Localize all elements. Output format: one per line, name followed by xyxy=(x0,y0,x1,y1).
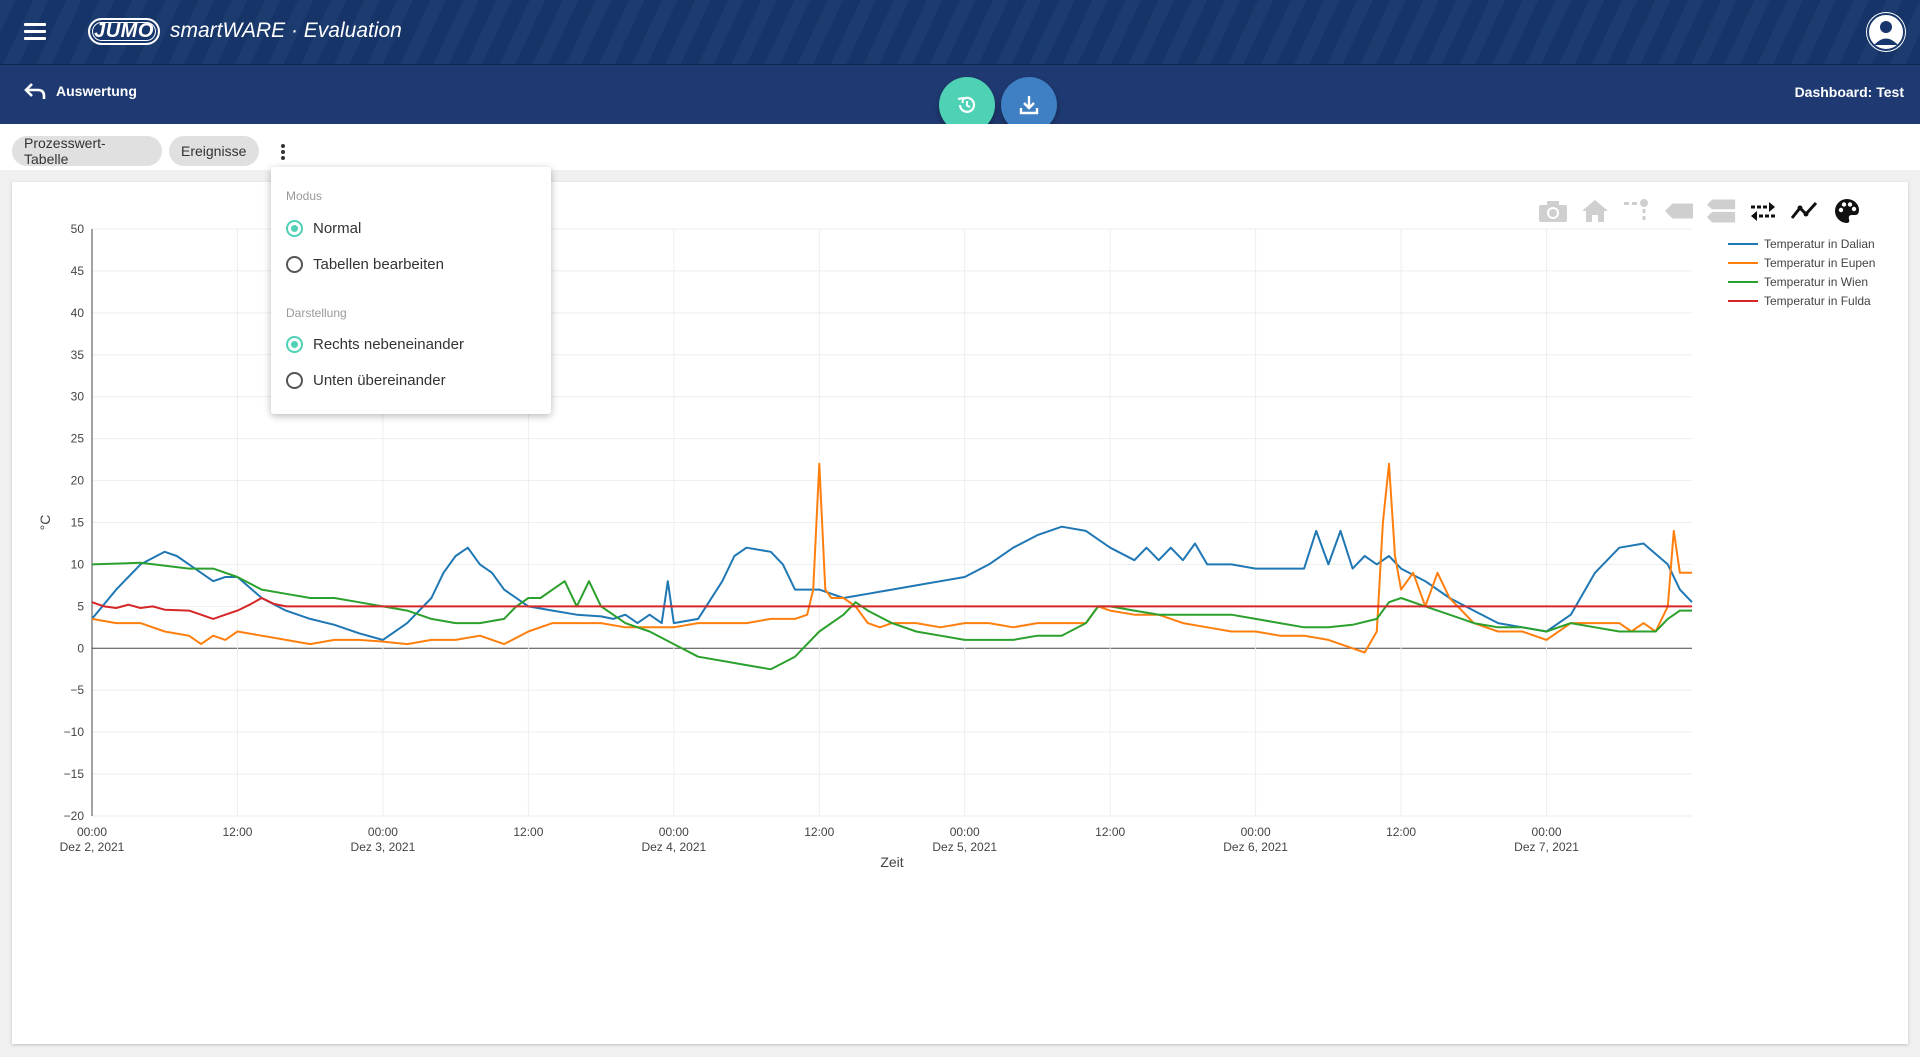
back-label: Auswertung xyxy=(56,83,137,99)
x-tick-label: 00:00 xyxy=(659,825,689,839)
x-tick-label: 00:00 xyxy=(950,825,980,839)
x-tick-date-label: Dez 4, 2021 xyxy=(641,840,706,854)
download-icon xyxy=(1019,96,1039,115)
x-tick-label: 00:00 xyxy=(1241,825,1271,839)
x-tick-date-label: Dez 3, 2021 xyxy=(351,840,416,854)
y-tick-label: −5 xyxy=(70,683,84,697)
back-button[interactable]: Auswertung xyxy=(24,82,137,100)
x-tick-label: 00:00 xyxy=(1532,825,1562,839)
x-tick-date-label: Dez 5, 2021 xyxy=(932,840,997,854)
line-chart: −20−15−10−50510152025303540455000:00Dez … xyxy=(37,222,1875,870)
x-axis-title: Zeit xyxy=(880,854,903,870)
radio-side-by-side[interactable]: Rechts nebeneinander xyxy=(286,332,464,356)
download-button[interactable] xyxy=(1001,77,1057,133)
y-tick-label: −20 xyxy=(64,809,85,823)
trend-line-icon[interactable] xyxy=(1790,196,1820,226)
y-axis-title: °C xyxy=(37,515,53,531)
more-options-icon[interactable] xyxy=(276,142,290,164)
menu-section-display: Darstellung xyxy=(286,306,347,320)
y-tick-label: 5 xyxy=(77,599,84,613)
y-tick-label: 20 xyxy=(71,474,85,488)
hover-compare-icon[interactable] xyxy=(1706,196,1736,226)
radio-edit-tables[interactable]: Tabellen bearbeiten xyxy=(286,252,444,276)
x-tick-label: 12:00 xyxy=(1095,825,1125,839)
y-tick-label: 0 xyxy=(77,641,84,655)
home-icon[interactable] xyxy=(1580,196,1610,226)
x-tick-date-label: Dez 7, 2021 xyxy=(1514,840,1579,854)
y-tick-label: 10 xyxy=(71,557,85,571)
radio-edit-tables-label: Tabellen bearbeiten xyxy=(313,255,444,273)
spike-lines-icon[interactable] xyxy=(1622,196,1652,226)
y-tick-label: 35 xyxy=(71,348,85,362)
legend-item: Temperatur in Dalian xyxy=(1764,237,1875,251)
x-tick-label: 12:00 xyxy=(1386,825,1416,839)
y-tick-label: −10 xyxy=(64,725,85,739)
tab-events[interactable]: Ereignisse xyxy=(169,136,259,166)
radio-normal-label: Normal xyxy=(313,219,362,237)
dashboard-title: Dashboard: Test xyxy=(1794,84,1904,100)
series-line-2 xyxy=(91,462,1692,654)
y-tick-label: 50 xyxy=(71,222,85,236)
x-tick-label: 12:00 xyxy=(804,825,834,839)
app-header: JUMO smartWARE · Evaluation xyxy=(0,0,1920,65)
back-arrow-icon xyxy=(24,83,46,99)
y-tick-label: 40 xyxy=(71,306,85,320)
app-title: smartWARE · Evaluation xyxy=(170,19,402,42)
history-icon xyxy=(957,96,976,113)
y-tick-label: 25 xyxy=(71,432,85,446)
hover-closest-icon[interactable] xyxy=(1664,196,1694,226)
legend-item: Temperatur in Fulda xyxy=(1764,294,1871,308)
menu-section-mode: Modus xyxy=(286,189,323,203)
brand-logo: JUMO xyxy=(88,18,160,45)
compare-arrows-icon[interactable] xyxy=(1748,196,1778,226)
legend-item: Temperatur in Eupen xyxy=(1764,256,1875,270)
tab-process-table[interactable]: Prozesswert-Tabelle xyxy=(12,135,162,167)
series-line-4 xyxy=(91,597,1692,620)
radio-stacked-label: Unten übereinander xyxy=(313,371,446,389)
legend-item: Temperatur in Wien xyxy=(1764,275,1868,289)
series-line-3 xyxy=(91,561,1692,671)
x-tick-label: 12:00 xyxy=(222,825,252,839)
radio-stacked[interactable]: Unten übereinander xyxy=(286,368,446,392)
x-tick-date-label: Dez 2, 2021 xyxy=(60,840,125,854)
x-tick-date-label: Dez 6, 2021 xyxy=(1223,840,1288,854)
radio-checked-icon xyxy=(286,335,303,353)
radio-unchecked-icon xyxy=(286,371,303,389)
chart-modebar xyxy=(1538,196,1862,226)
y-tick-label: 30 xyxy=(71,390,85,404)
palette-icon[interactable] xyxy=(1832,196,1862,226)
tab-row: Prozesswert-Tabelle Ereignisse xyxy=(0,124,1920,170)
menu-icon[interactable] xyxy=(22,20,48,44)
x-tick-label: 00:00 xyxy=(368,825,398,839)
radio-unchecked-icon xyxy=(286,255,303,273)
user-avatar-icon[interactable] xyxy=(1866,12,1906,52)
x-tick-label: 00:00 xyxy=(77,825,107,839)
radio-side-by-side-label: Rechts nebeneinander xyxy=(313,335,464,353)
y-tick-label: 45 xyxy=(71,264,85,278)
radio-checked-icon xyxy=(286,219,303,237)
camera-icon[interactable] xyxy=(1538,196,1568,226)
x-tick-label: 12:00 xyxy=(513,825,543,839)
history-button[interactable] xyxy=(939,77,995,133)
options-menu: Modus Normal Tabellen bearbeiten Darstel… xyxy=(271,167,551,414)
radio-normal[interactable]: Normal xyxy=(286,216,361,240)
y-tick-label: 15 xyxy=(71,516,85,530)
y-tick-label: −15 xyxy=(64,767,85,781)
